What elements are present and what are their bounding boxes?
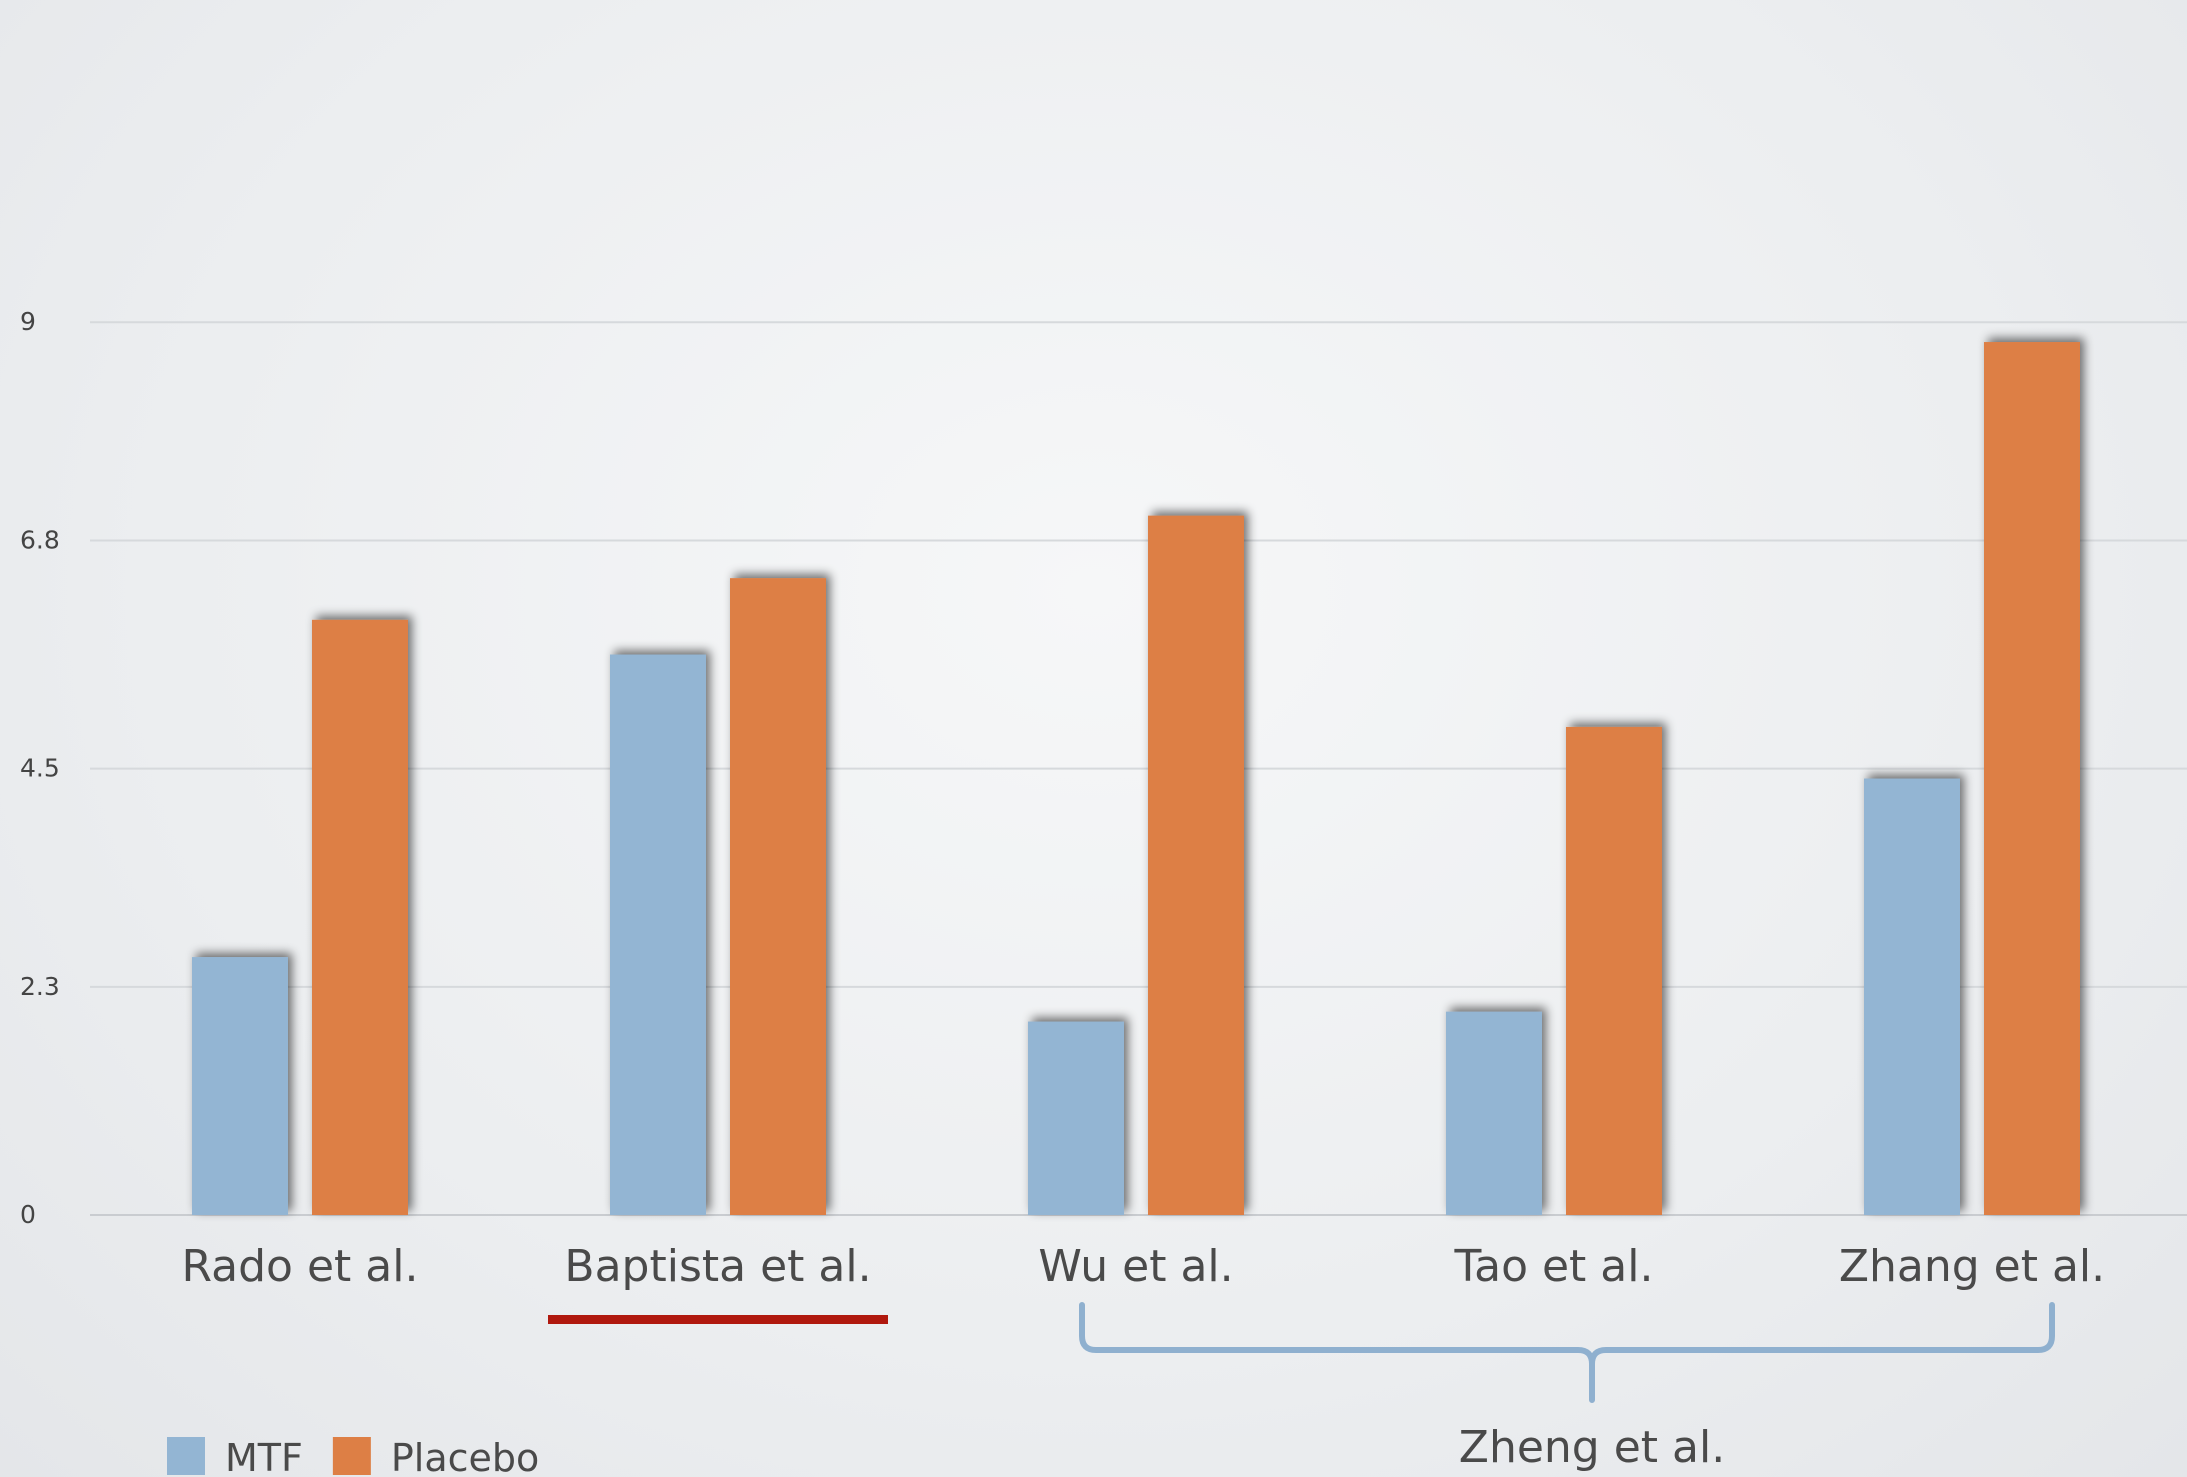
legend-label-mtf: MTF: [225, 1436, 303, 1477]
legend: MTF Placebo: [167, 1436, 539, 1477]
group-bracket: [1079, 1302, 2055, 1403]
bar-mtf-tao-et-al: [1446, 1011, 1542, 1215]
bar-mtf-baptista-et-al: [610, 654, 706, 1215]
y-tick-label: 6.8: [20, 525, 60, 554]
x-label-rado-et-al: Rado et al.: [182, 1241, 419, 1292]
highlight-underline: [548, 1315, 888, 1324]
y-tick-label: 4.5: [20, 754, 60, 783]
y-axis-ticks: 0 2.3 4.5 6.8 9: [20, 307, 60, 1229]
bar-placebo-rado-et-al: [312, 619, 408, 1215]
x-label-zhang-et-al: Zhang et al.: [1839, 1241, 2105, 1292]
bars: [192, 342, 2080, 1215]
bar-placebo-zhang-et-al: [1984, 342, 2080, 1215]
bar-placebo-baptista-et-al: [730, 578, 826, 1215]
x-label-tao-et-al: Tao et al.: [1454, 1241, 1654, 1292]
bar-placebo-tao-et-al: [1566, 726, 1662, 1215]
grid-lines: [90, 321, 2187, 1216]
y-tick-label: 0: [20, 1200, 36, 1229]
bar-mtf-wu-et-al: [1028, 1021, 1124, 1215]
legend-swatch-mtf: [167, 1437, 205, 1475]
x-label-wu-et-al: Wu et al.: [1038, 1241, 1233, 1292]
bar-mtf-rado-et-al: [192, 957, 288, 1215]
legend-swatch-placebo: [332, 1437, 371, 1475]
bar-placebo-wu-et-al: [1148, 515, 1244, 1215]
bar-mtf-zhang-et-al: [1864, 778, 1960, 1215]
x-axis-labels: Rado et al. Baptista et al. Wu et al. Tao e…: [182, 1241, 2106, 1292]
y-tick-label: 9: [20, 307, 36, 336]
group-bracket-label: Zheng et al.: [1459, 1422, 1725, 1473]
x-label-baptista-et-al: Baptista et al.: [564, 1241, 871, 1292]
legend-label-placebo: Placebo: [391, 1436, 539, 1477]
annotations: Zheng et al.: [548, 1302, 2055, 1473]
y-tick-label: 2.3: [20, 972, 60, 1001]
